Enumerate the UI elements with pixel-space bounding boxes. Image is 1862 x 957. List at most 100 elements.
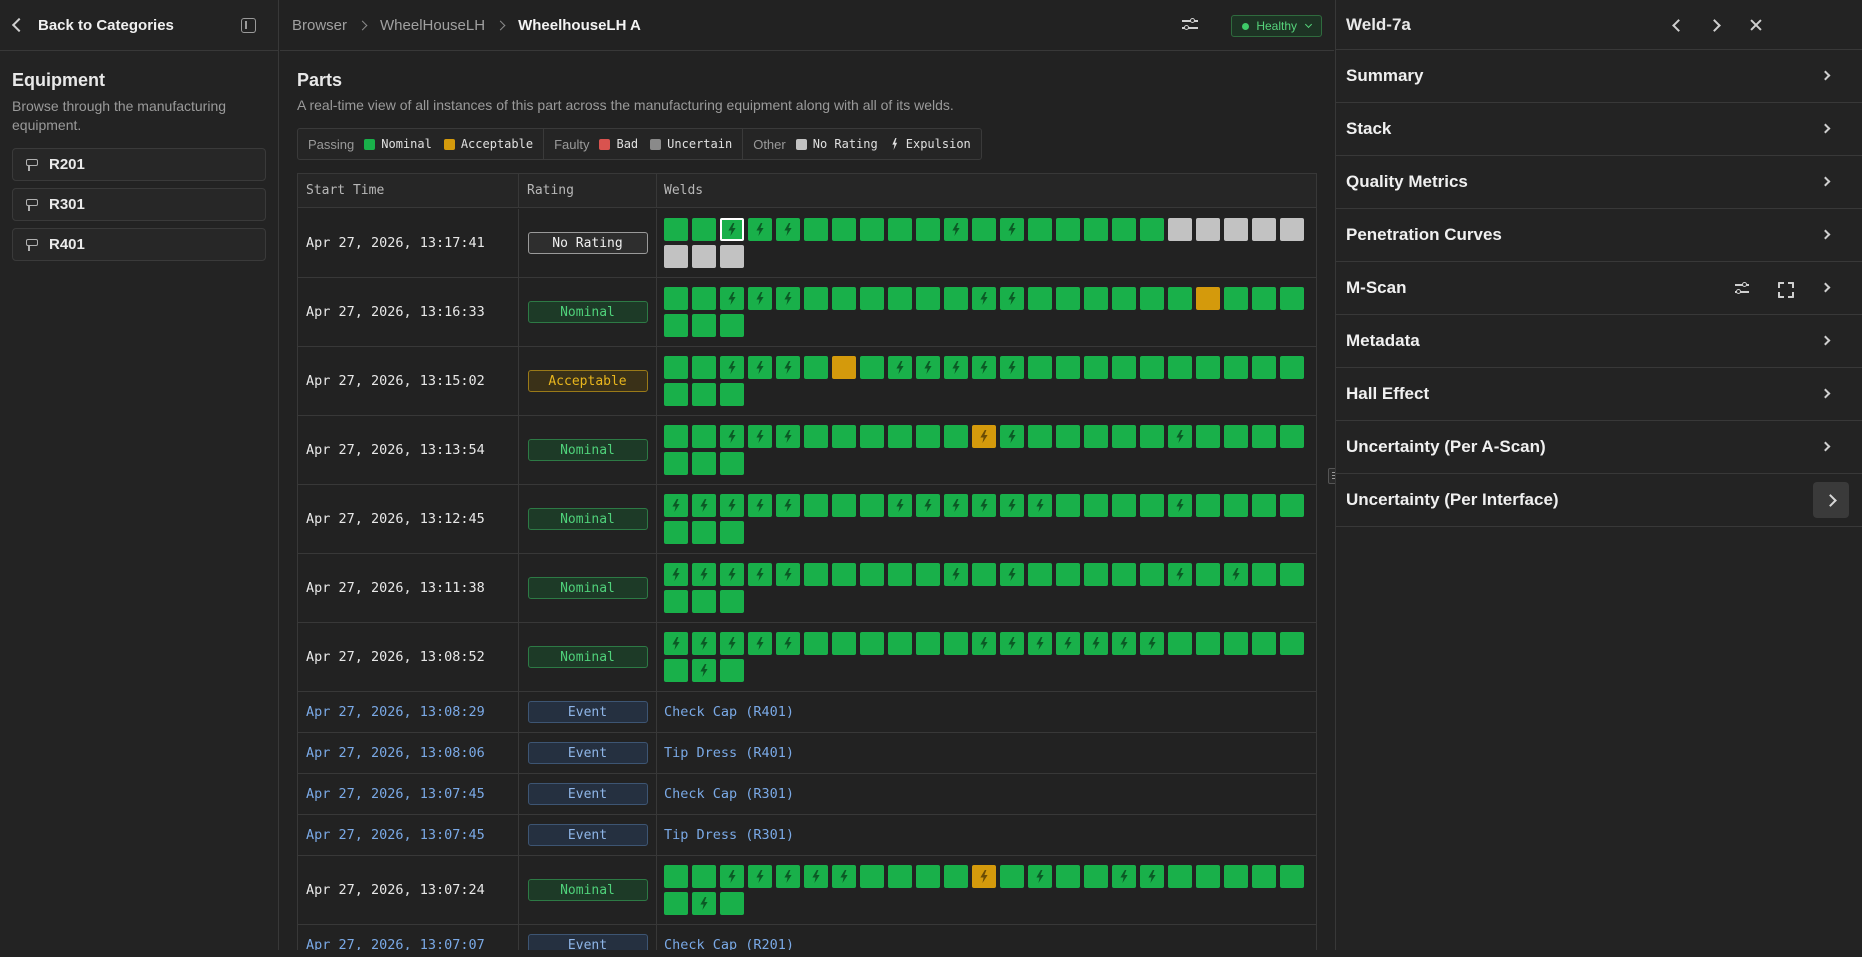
weld-nominal[interactable] bbox=[720, 383, 744, 406]
weld-nominal[interactable] bbox=[664, 356, 688, 379]
weld-nominal[interactable] bbox=[664, 892, 688, 915]
weld-expulsion[interactable] bbox=[832, 865, 856, 888]
weld-nominal[interactable] bbox=[1280, 494, 1304, 517]
filter-icon[interactable] bbox=[1735, 281, 1751, 297]
weld-expulsion[interactable] bbox=[944, 494, 968, 517]
breadcrumb-browser[interactable]: Browser bbox=[292, 16, 348, 34]
weld-nominal[interactable] bbox=[944, 632, 968, 655]
weld-nominal[interactable] bbox=[832, 218, 856, 241]
weld-nominal[interactable] bbox=[1252, 563, 1276, 586]
weld-nominal[interactable] bbox=[1112, 563, 1136, 586]
weld-nominal[interactable] bbox=[1252, 494, 1276, 517]
event-row[interactable]: Apr 27, 2026, 13:08:29 Event Check Cap (R4… bbox=[298, 692, 1316, 733]
weld-nominal[interactable] bbox=[692, 521, 716, 544]
weld-nominal[interactable] bbox=[1056, 356, 1080, 379]
weld-nominal[interactable] bbox=[1140, 425, 1164, 448]
weld-expulsion[interactable] bbox=[720, 563, 744, 586]
weld-nominal[interactable] bbox=[832, 563, 856, 586]
table-row[interactable]: Apr 27, 2026, 13:11:38 Nominal bbox=[298, 554, 1316, 623]
weld-nominal[interactable] bbox=[664, 314, 688, 337]
weld-nominal[interactable] bbox=[1056, 218, 1080, 241]
weld-nominal[interactable] bbox=[860, 425, 884, 448]
start-time[interactable]: Apr 27, 2026, 13:07:45 bbox=[306, 786, 485, 802]
weld-nominal[interactable] bbox=[692, 425, 716, 448]
weld-expulsion[interactable] bbox=[972, 632, 996, 655]
weld-expulsion[interactable] bbox=[1168, 425, 1192, 448]
weld-nominal[interactable] bbox=[1280, 865, 1304, 888]
table-row[interactable]: Apr 27, 2026, 13:07:24 Nominal bbox=[298, 856, 1316, 925]
event-description[interactable]: Check Cap (R401) bbox=[664, 704, 795, 720]
weld-expulsion[interactable] bbox=[944, 218, 968, 241]
weld-nominal[interactable] bbox=[1112, 287, 1136, 310]
weld-nominal[interactable] bbox=[664, 287, 688, 310]
weld-nominal[interactable] bbox=[916, 218, 940, 241]
weld-nominal[interactable] bbox=[1224, 494, 1248, 517]
weld-nominal[interactable] bbox=[692, 865, 716, 888]
table-row[interactable]: Apr 27, 2026, 13:15:02 Acceptable bbox=[298, 347, 1316, 416]
weld-expulsion[interactable] bbox=[1000, 632, 1024, 655]
weld-expulsion[interactable] bbox=[748, 632, 772, 655]
weld-nominal[interactable] bbox=[692, 314, 716, 337]
weld-expulsion[interactable] bbox=[776, 632, 800, 655]
weld-expulsion[interactable] bbox=[972, 356, 996, 379]
weld-nominal[interactable] bbox=[860, 865, 884, 888]
weld-expulsion[interactable] bbox=[664, 632, 688, 655]
weld-nominal[interactable] bbox=[692, 383, 716, 406]
weld-nominal[interactable] bbox=[1084, 356, 1108, 379]
weld-nominal[interactable] bbox=[916, 287, 940, 310]
section-uncertainty-per-a-scan[interactable]: Uncertainty (Per A-Scan) bbox=[1336, 421, 1862, 474]
weld-nominal[interactable] bbox=[804, 494, 828, 517]
weld-expulsion[interactable] bbox=[776, 287, 800, 310]
weld-nominal[interactable] bbox=[1196, 632, 1220, 655]
weld-nominal[interactable] bbox=[1252, 356, 1276, 379]
weld-expulsion[interactable] bbox=[692, 563, 716, 586]
weld-nominal[interactable] bbox=[944, 425, 968, 448]
weld-nominal[interactable] bbox=[1280, 563, 1304, 586]
weld-nominal[interactable] bbox=[804, 218, 828, 241]
weld-expulsion[interactable] bbox=[776, 494, 800, 517]
weld-nominal[interactable] bbox=[664, 659, 688, 682]
weld-nominal[interactable] bbox=[888, 632, 912, 655]
weld-nominal[interactable] bbox=[1084, 425, 1108, 448]
breadcrumb-wheelhouselh[interactable]: WheelHouseLH bbox=[380, 16, 486, 34]
weld-nominal[interactable] bbox=[1056, 563, 1080, 586]
weld-nominal[interactable] bbox=[860, 632, 884, 655]
weld-nominal[interactable] bbox=[1028, 356, 1052, 379]
weld-nominal[interactable] bbox=[720, 659, 744, 682]
weld-nominal[interactable] bbox=[664, 383, 688, 406]
weld-expulsion[interactable] bbox=[1112, 632, 1136, 655]
weld-no-rating[interactable] bbox=[1252, 218, 1276, 241]
weld-nominal[interactable] bbox=[1056, 287, 1080, 310]
weld-expulsion[interactable] bbox=[748, 356, 772, 379]
weld-expulsion[interactable] bbox=[720, 218, 744, 241]
next-weld-button[interactable] bbox=[1707, 16, 1725, 34]
chevron-right-icon[interactable] bbox=[1813, 482, 1849, 518]
weld-nominal[interactable] bbox=[972, 563, 996, 586]
weld-expulsion[interactable] bbox=[776, 356, 800, 379]
weld-nominal[interactable] bbox=[692, 356, 716, 379]
weld-nominal[interactable] bbox=[664, 865, 688, 888]
weld-nominal[interactable] bbox=[1280, 356, 1304, 379]
back-to-categories-button[interactable]: Back to Categories bbox=[0, 0, 279, 51]
weld-nominal[interactable] bbox=[832, 494, 856, 517]
weld-nominal[interactable] bbox=[860, 356, 884, 379]
weld-nominal[interactable] bbox=[692, 287, 716, 310]
weld-nominal[interactable] bbox=[692, 452, 716, 475]
weld-expulsion[interactable] bbox=[748, 425, 772, 448]
weld-nominal[interactable] bbox=[720, 452, 744, 475]
weld-expulsion[interactable] bbox=[1000, 218, 1024, 241]
weld-nominal[interactable] bbox=[1168, 356, 1192, 379]
close-icon[interactable] bbox=[1747, 16, 1765, 34]
event-description[interactable]: Tip Dress (R401) bbox=[664, 745, 795, 761]
filter-icon[interactable] bbox=[1182, 17, 1198, 33]
weld-nominal[interactable] bbox=[1028, 563, 1052, 586]
weld-nominal[interactable] bbox=[888, 218, 912, 241]
weld-expulsion[interactable] bbox=[748, 287, 772, 310]
expand-icon[interactable] bbox=[1777, 281, 1794, 298]
weld-nominal[interactable] bbox=[1112, 356, 1136, 379]
weld-nominal[interactable] bbox=[1140, 218, 1164, 241]
weld-nominal[interactable] bbox=[916, 865, 940, 888]
weld-nominal[interactable] bbox=[1056, 865, 1080, 888]
table-row[interactable]: Apr 27, 2026, 13:13:54 Nominal bbox=[298, 416, 1316, 485]
weld-no-rating[interactable] bbox=[1224, 218, 1248, 241]
